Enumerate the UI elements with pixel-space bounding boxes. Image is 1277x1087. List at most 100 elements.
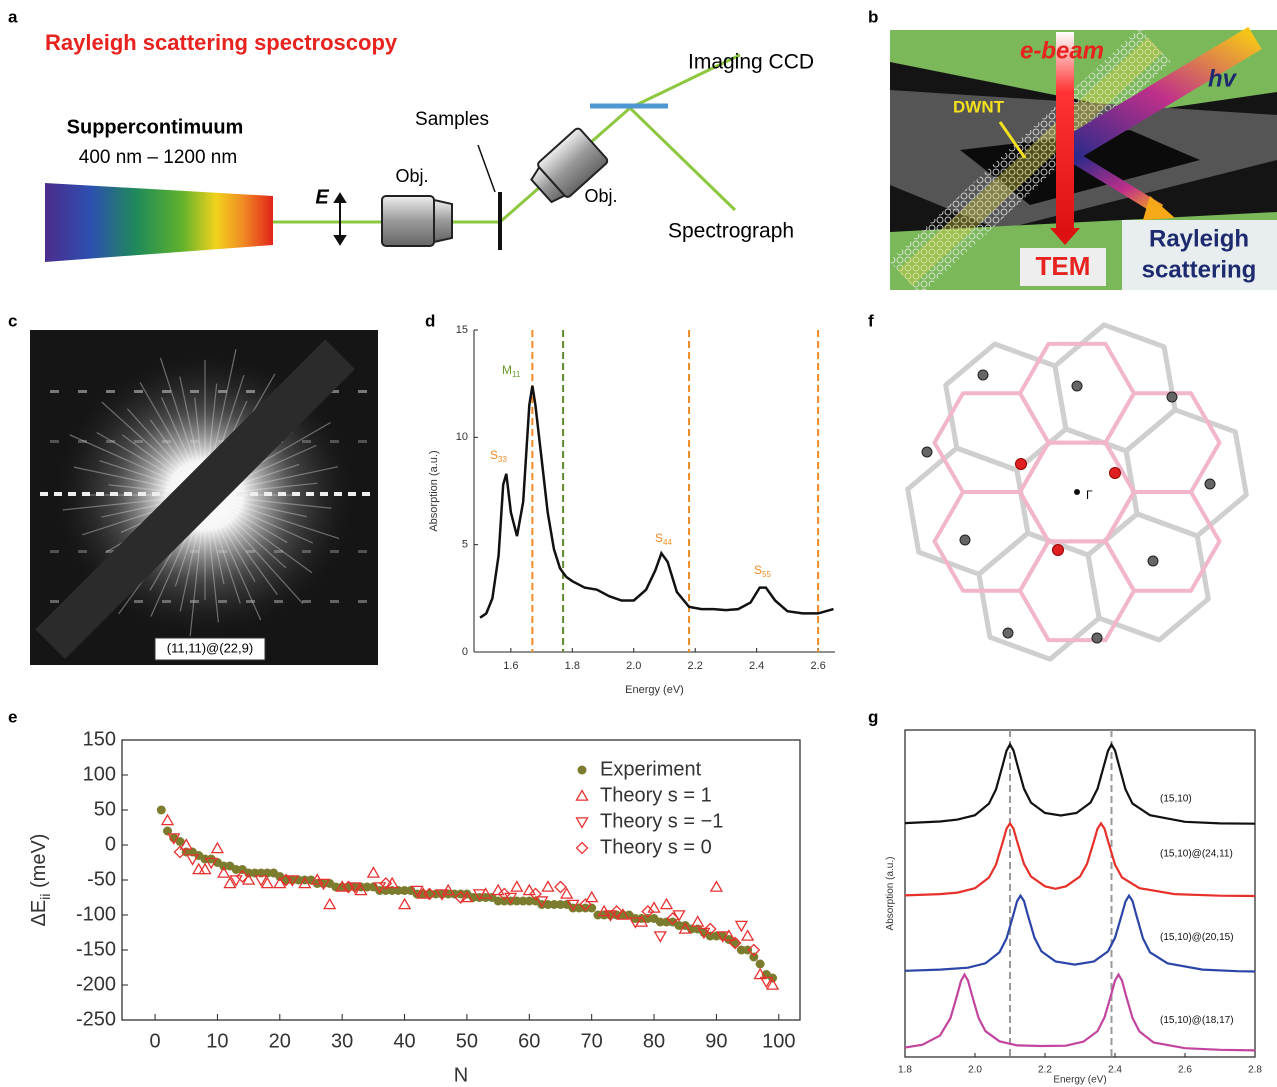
lattice-point (1148, 556, 1158, 566)
x-tick-label: 50 (456, 1030, 478, 1052)
y-tick-label: 0 (462, 646, 468, 658)
spot (362, 492, 370, 496)
y-tick-label: 100 (83, 763, 116, 785)
x-tick-label: 2.6 (810, 660, 825, 672)
y-axis-label: Absorption (a.u.) (428, 450, 440, 531)
data-line (905, 745, 1255, 824)
rayleigh-label: scattering (1142, 256, 1257, 283)
spot (96, 492, 104, 496)
y-tick-label: 50 (94, 798, 116, 820)
annotation: S55 (754, 563, 771, 579)
spot (54, 492, 62, 496)
point (543, 882, 554, 892)
point (399, 899, 410, 909)
spectrograph-label: Spectrograph (668, 220, 794, 243)
x-tick-label: 2.8 (1248, 1065, 1262, 1076)
y-axis-label: ΔEii (meV) (28, 834, 52, 927)
spot (330, 440, 339, 443)
spot (246, 600, 255, 603)
x-tick-label: 1.8 (565, 660, 580, 672)
x-tick-label: 1.6 (503, 660, 518, 672)
spot (330, 600, 339, 603)
point (162, 815, 173, 825)
zone (946, 344, 1066, 470)
legend-marker (577, 791, 588, 801)
lattice-point (1205, 479, 1215, 489)
lattice-point (1003, 628, 1013, 638)
spot (358, 550, 367, 553)
zone (1106, 393, 1220, 492)
caption: (11,11)@(22,9) (167, 640, 253, 655)
y-tick-label: -200 (76, 973, 116, 995)
point (756, 960, 765, 969)
lattice-point (960, 535, 970, 545)
spot (274, 600, 283, 603)
y-axis-label-text: Absorption (a.u.) (885, 857, 896, 931)
point (157, 806, 166, 815)
annotation-text: S (490, 448, 498, 462)
y-axis-label-unit: (meV) (28, 834, 50, 894)
spot (50, 550, 59, 553)
spot (320, 492, 328, 496)
panel-label: c (8, 311, 17, 330)
panel-label: f (868, 311, 874, 330)
x-tick-label: 30 (331, 1030, 353, 1052)
spot (250, 492, 258, 496)
x-tick-label: 2.2 (688, 660, 703, 672)
annotation-sub: 55 (762, 570, 771, 579)
gamma-label: Γ (1086, 488, 1093, 502)
figure: a Rayleigh scattering spectroscopy Suppe… (0, 0, 1277, 1087)
k-point (1053, 545, 1064, 556)
point (649, 903, 660, 913)
objective-label: Obj. (584, 186, 617, 206)
panel-f: f Γ (868, 311, 1246, 659)
y-tick-label: 5 (462, 539, 468, 551)
annotation-text: M (502, 363, 512, 377)
lattice-point (1167, 392, 1177, 402)
spot (78, 440, 87, 443)
spot (334, 492, 342, 496)
polarization-label: E (315, 186, 329, 208)
lattice-point (978, 370, 988, 380)
point (711, 882, 722, 892)
spectrum (45, 183, 273, 262)
spot (124, 492, 132, 496)
spot (302, 550, 311, 553)
annotation: M11 (502, 363, 521, 379)
lattice-point (922, 447, 932, 457)
y-tick-label: -250 (76, 1008, 116, 1030)
y-tick-label: -150 (76, 938, 116, 960)
x-tick-label: 1.8 (898, 1065, 912, 1076)
legend-marker (577, 843, 588, 854)
x-tick-label: 2.6 (1178, 1065, 1192, 1076)
spot (78, 550, 87, 553)
series-label: (15,10)@(18,17) (1160, 1015, 1234, 1026)
data-line (905, 823, 1255, 896)
tem-label: TEM (1036, 251, 1091, 281)
spot (106, 390, 115, 393)
spot (82, 492, 90, 496)
y-tick-label: -50 (87, 868, 116, 890)
spot (110, 492, 118, 496)
x-tick-label: 2.2 (1038, 1065, 1052, 1076)
panel-label: a (8, 7, 18, 26)
point (586, 892, 597, 902)
spot (218, 550, 227, 553)
legend-marker (577, 818, 588, 828)
x-axis-label: Energy (eV) (625, 684, 684, 696)
x-tick-label: 90 (705, 1030, 727, 1052)
light-path (273, 55, 740, 222)
spot (236, 492, 244, 496)
samples-label: Samples (415, 109, 489, 130)
annotation-text: S (754, 563, 762, 577)
point (661, 899, 672, 909)
k-point (1016, 459, 1027, 470)
series-label: (15,10)@(20,15) (1160, 932, 1234, 943)
point (324, 899, 335, 909)
ccd-label: Imaging CCD (688, 51, 814, 74)
point (511, 882, 522, 892)
panel-label: b (868, 7, 878, 26)
ebeam-label: e-beam (1020, 37, 1104, 64)
spot (348, 492, 356, 496)
point (736, 921, 747, 931)
